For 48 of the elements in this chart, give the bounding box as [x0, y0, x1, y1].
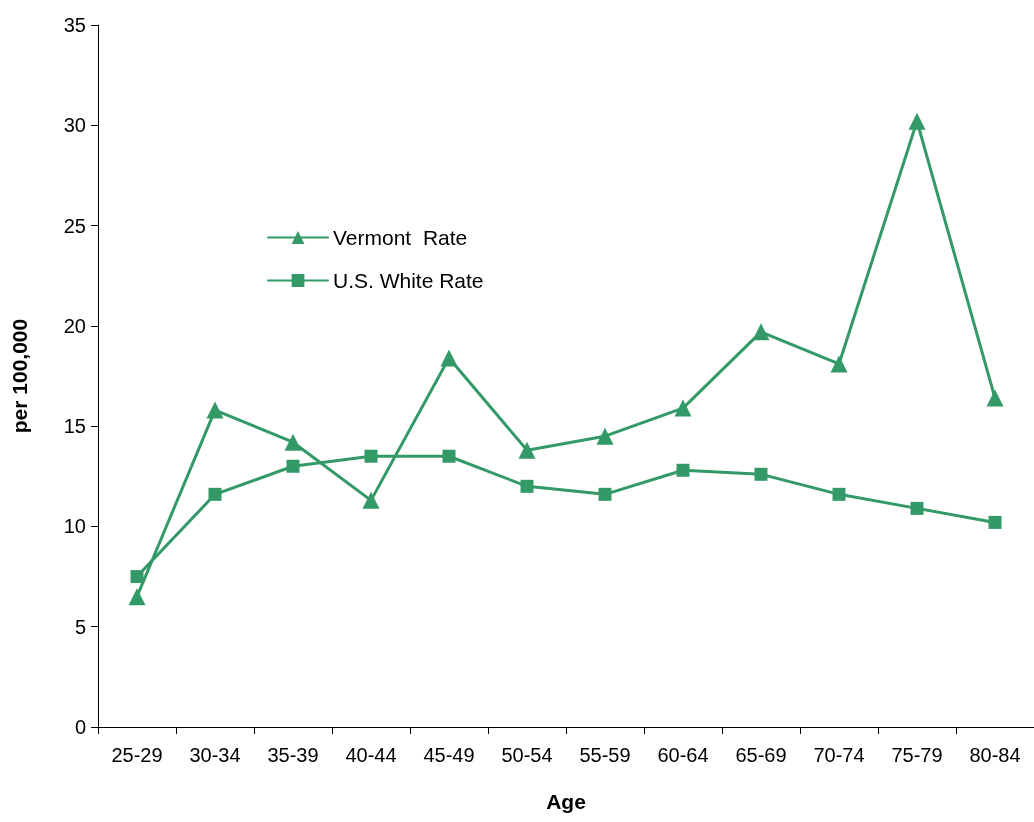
point — [986, 389, 1004, 407]
x-tick-label: 80-84 — [969, 744, 1021, 766]
y-tick-label: 30 — [63, 114, 86, 137]
point — [440, 349, 458, 367]
y-tick-label: 5 — [74, 615, 86, 638]
y-tick-label: 10 — [63, 515, 86, 538]
x-tick-label: 50-54 — [501, 744, 553, 766]
x-tick-label: 35-39 — [267, 744, 319, 766]
point — [284, 433, 302, 451]
point — [596, 427, 614, 445]
point — [752, 323, 770, 341]
legend-label: U.S. White Rate — [333, 269, 484, 292]
point — [520, 479, 534, 493]
point — [988, 515, 1002, 529]
y-tick-label: 15 — [63, 415, 86, 438]
point — [676, 463, 690, 477]
point — [130, 570, 144, 584]
x-tick-label: 65-69 — [735, 744, 787, 766]
y-tick-label: 25 — [63, 214, 86, 237]
point — [830, 355, 848, 373]
point — [674, 399, 692, 417]
y-tick-label: 35 — [63, 14, 86, 36]
x-tick-label: 55-59 — [579, 744, 631, 766]
point — [754, 467, 768, 481]
point — [910, 501, 924, 515]
point — [908, 112, 926, 130]
point — [362, 491, 380, 509]
point — [206, 401, 224, 419]
x-tick-label: 70-74 — [813, 744, 865, 766]
x-tick-label: 60-64 — [657, 744, 709, 766]
x-tick-label: 30-34 — [189, 744, 241, 766]
point — [364, 449, 378, 463]
y-tick-label: 20 — [63, 314, 86, 337]
x-tick-label: 45-49 — [423, 744, 475, 766]
point — [286, 459, 300, 473]
point — [208, 487, 222, 501]
x-tick-label: 75-79 — [891, 744, 943, 766]
point — [128, 588, 146, 606]
y-tick-label: 0 — [74, 716, 86, 738]
point — [518, 441, 536, 459]
x-tick-label: 25-29 — [111, 744, 163, 766]
legend-label: Vermont Rate — [333, 226, 468, 249]
point — [598, 487, 612, 501]
point — [442, 449, 456, 463]
x-tick-label: 40-44 — [345, 744, 397, 766]
y-axis-title: per 100,000 — [8, 318, 31, 434]
x-axis-title: Age — [546, 790, 586, 813]
point — [832, 487, 846, 501]
